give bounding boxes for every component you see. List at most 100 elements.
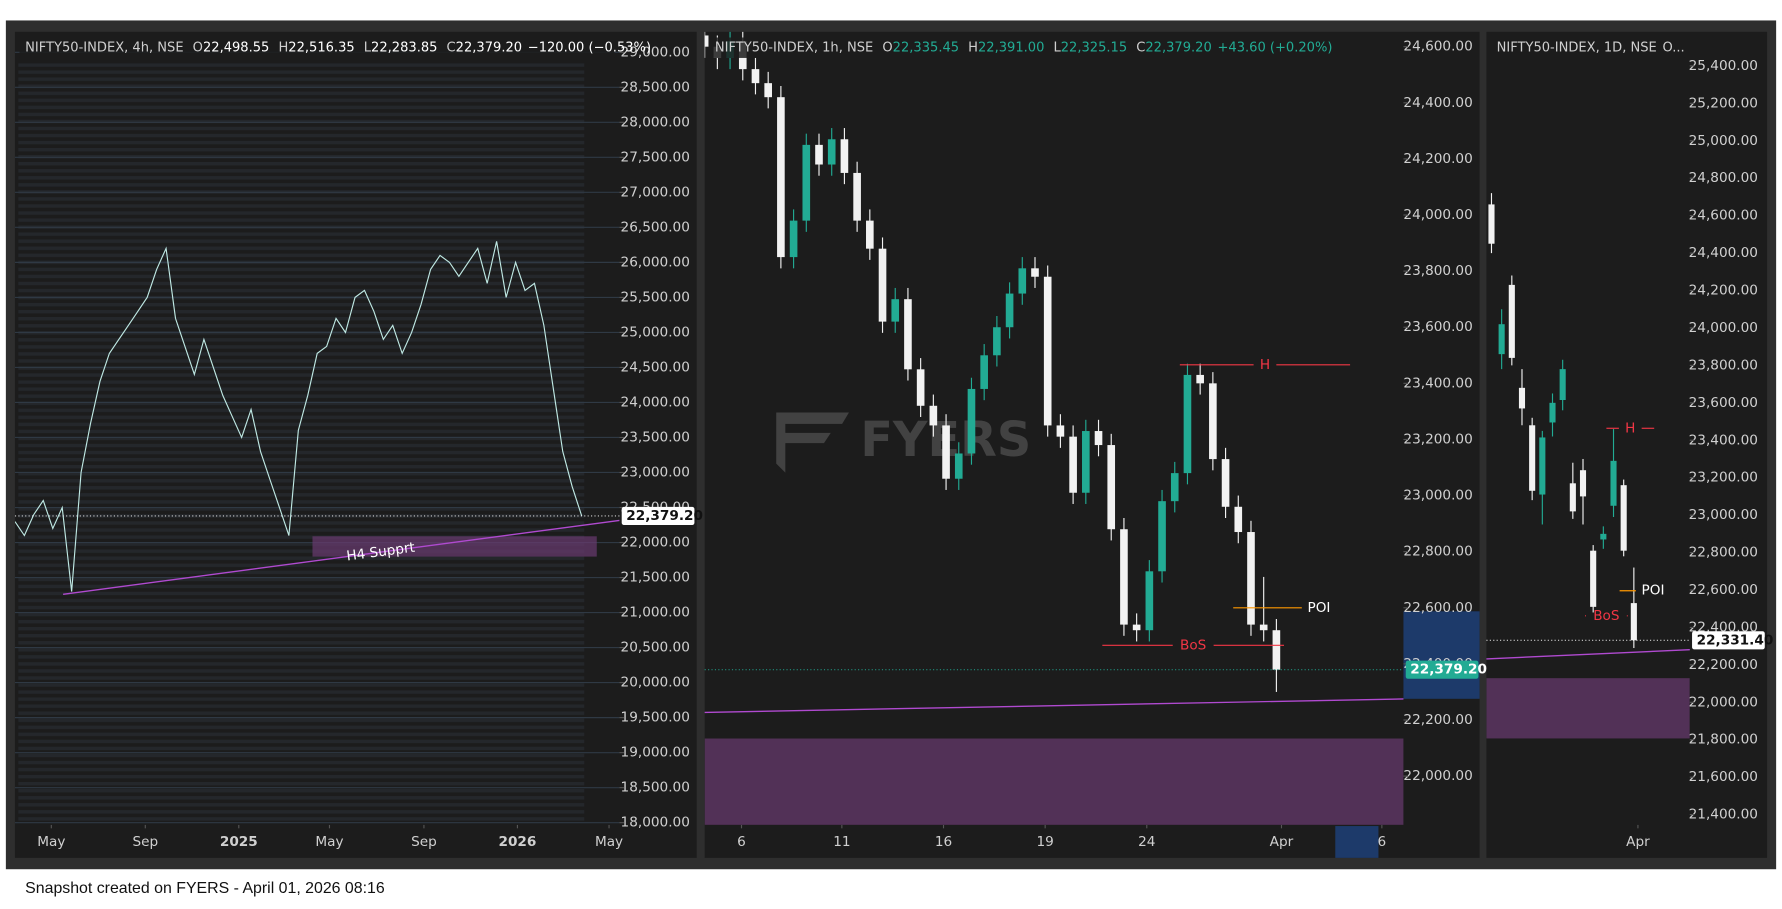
header-part: NIFTY50-INDEX, 4h, NSE xyxy=(25,40,183,55)
y-tick-label: 22,000.00 xyxy=(1403,768,1472,784)
candle-body xyxy=(764,83,772,98)
x-tick-label: 16 xyxy=(935,834,952,850)
y-tick-label: 23,000.00 xyxy=(1403,488,1472,504)
y-tick-label: 21,800.00 xyxy=(1689,732,1758,748)
x-tick-label: Sep xyxy=(411,834,437,850)
x-tick-label: 6 xyxy=(737,834,746,850)
background-bands xyxy=(18,62,585,824)
candle-body xyxy=(1579,470,1587,497)
y-tick-label: 29,000.00 xyxy=(621,44,690,60)
y-tick-label: 22,200.00 xyxy=(1403,712,1472,728)
level-label: POI xyxy=(1642,583,1665,599)
candle-body xyxy=(929,405,938,426)
header-part: L xyxy=(364,40,372,55)
zone xyxy=(1486,678,1690,739)
y-tick-label: 23,800.00 xyxy=(1403,263,1472,279)
y-tick-label: 23,600.00 xyxy=(1689,395,1758,411)
y-tick-label: 22,800.00 xyxy=(1403,544,1472,560)
y-tick-label: 24,500.00 xyxy=(621,359,690,375)
candle-body xyxy=(1518,387,1526,409)
candle-body xyxy=(891,299,900,322)
axis-highlight xyxy=(1403,611,1480,699)
x-tick-label: Apr xyxy=(1270,834,1294,850)
candle-body xyxy=(1094,431,1103,446)
y-tick-label: 24,600.00 xyxy=(1403,39,1472,55)
candle-body xyxy=(1247,532,1255,625)
plot-area xyxy=(704,31,1404,825)
candle-body xyxy=(1120,529,1128,625)
candle-body xyxy=(1183,374,1192,474)
candle-body xyxy=(1508,284,1515,358)
x-tick-label: 6 xyxy=(1378,834,1387,850)
y-tick-label: 20,500.00 xyxy=(621,640,690,656)
x-tick-label: 2025 xyxy=(220,834,258,850)
candle-body xyxy=(840,139,849,173)
header-bg xyxy=(19,37,615,58)
y-tick-label: 28,000.00 xyxy=(621,114,690,130)
y-tick-label: 21,600.00 xyxy=(1689,769,1758,785)
candle-body xyxy=(1610,460,1617,506)
level-label: H xyxy=(1260,357,1270,373)
y-tick-label: 25,000.00 xyxy=(1689,133,1758,149)
candle-body xyxy=(1539,437,1546,495)
candle-body xyxy=(942,425,950,479)
y-tick-label: 26,500.00 xyxy=(621,219,690,235)
header-part: 22,335.45 xyxy=(893,40,959,55)
candle-body xyxy=(1043,276,1052,426)
last-price-box xyxy=(621,506,695,526)
last-price-label: 22,379.20 xyxy=(1410,662,1487,678)
header-part: L xyxy=(1053,40,1061,55)
candle-body xyxy=(1620,485,1627,551)
y-tick-label: 24,800.00 xyxy=(1689,170,1758,186)
y-tick-label: 22,000.00 xyxy=(1689,694,1758,710)
candle-body xyxy=(1234,506,1243,533)
candle-body xyxy=(1590,550,1597,607)
candle-body xyxy=(878,248,887,322)
x-tick-label: May xyxy=(595,834,623,850)
candle-body xyxy=(904,299,912,370)
y-tick-label: 19,000.00 xyxy=(621,745,690,761)
header-part: H xyxy=(278,40,288,55)
candle-body xyxy=(1259,624,1268,631)
header-part: C xyxy=(1136,40,1145,55)
x-tick-label: May xyxy=(37,834,65,850)
candle-body xyxy=(967,388,976,454)
x-tick-label: Apr xyxy=(1626,834,1650,850)
level-label: H xyxy=(1625,420,1635,436)
y-tick-label: 25,400.00 xyxy=(1689,58,1758,74)
y-tick-label: 24,200.00 xyxy=(1689,283,1758,299)
y-tick-label: 22,000.00 xyxy=(621,535,690,551)
last-price-label: 22,331.40 xyxy=(1697,632,1774,648)
last-price-box xyxy=(1405,660,1479,679)
pane-header: NIFTY50-INDEX, 4h, NSE O22,498.55 H22,516.… xyxy=(25,40,651,55)
plot-area xyxy=(1486,193,1690,739)
candle-body xyxy=(954,453,963,479)
candle-body xyxy=(980,355,988,389)
candle-body xyxy=(1630,603,1637,641)
candle-body xyxy=(1005,293,1014,328)
trendline xyxy=(1486,649,1690,660)
header-part: 22,379.20 xyxy=(456,40,522,55)
candle-body xyxy=(1132,624,1141,631)
y-tick-label: 18,000.00 xyxy=(621,815,690,831)
y-tick-label: 27,500.00 xyxy=(621,149,690,165)
candle-body xyxy=(1031,268,1039,277)
header-part: 22,325.15 xyxy=(1061,40,1127,55)
header-part: O... xyxy=(1662,40,1684,55)
header-bg xyxy=(1490,37,1685,58)
candle-body xyxy=(704,35,709,47)
x-tick-label: Sep xyxy=(132,834,158,850)
candle-body xyxy=(1069,436,1077,493)
y-tick-label: 24,000.00 xyxy=(1403,207,1472,223)
y-tick-label: 23,500.00 xyxy=(621,429,690,445)
y-tick-label: 26,000.00 xyxy=(621,254,690,270)
last-price-label: 22,379.20 xyxy=(626,508,703,524)
candle-body xyxy=(866,220,874,249)
candle-body xyxy=(993,327,1001,356)
candle-body xyxy=(1498,324,1505,355)
candle-body xyxy=(1082,431,1090,493)
candle-body xyxy=(1209,383,1217,460)
header-part: 22,379.20 xyxy=(1145,40,1211,55)
